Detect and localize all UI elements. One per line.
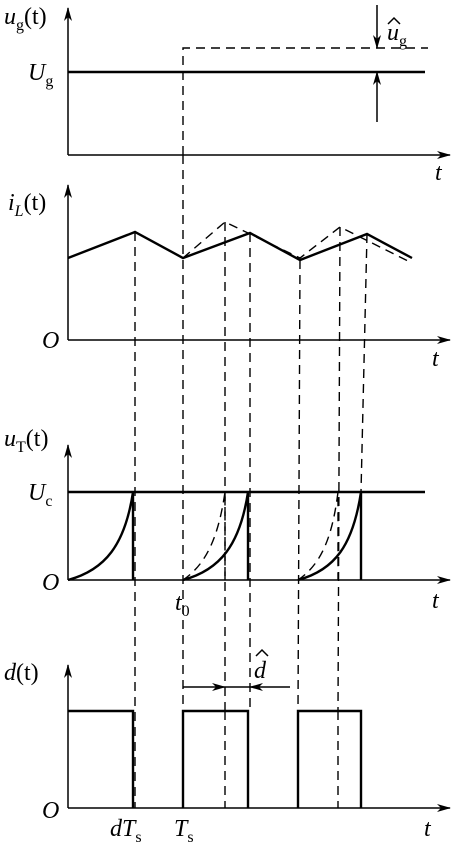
origin: O — [42, 570, 59, 596]
ramp-wave-perturbed — [182, 491, 339, 581]
text-part: g — [45, 73, 53, 90]
axis-label: t — [435, 160, 443, 186]
text-part: c — [45, 493, 52, 510]
hat — [387, 16, 401, 25]
text-part: u — [387, 20, 399, 46]
label: iL(t) — [8, 190, 46, 220]
label: ug(t) — [4, 4, 47, 34]
text-part: U — [28, 60, 47, 86]
text-part: T — [174, 816, 189, 842]
step-dashed — [182, 47, 428, 155]
text-part: g — [399, 33, 407, 50]
tick-label: Ts — [174, 816, 194, 845]
label: uT(t) — [4, 426, 48, 456]
text-part: t — [175, 590, 183, 616]
label: d(t) — [4, 660, 39, 686]
text-part: U — [28, 480, 47, 506]
text-part: s — [187, 829, 193, 845]
origin: O — [42, 328, 59, 354]
text-part: (t) — [24, 190, 47, 216]
panel-il: iL(t) O t — [8, 184, 451, 372]
panel-ug: ug(t) Ug ug t — [4, 4, 451, 186]
text-part: (t) — [24, 4, 47, 30]
text-part: (t) — [16, 660, 39, 686]
current-wave — [67, 230, 413, 262]
tick-label: dTs — [110, 816, 142, 845]
text-part: T — [16, 439, 26, 456]
pulse-wave-perturbed — [224, 711, 339, 808]
text-part: s — [135, 829, 141, 845]
tick-label: t0 — [175, 590, 190, 620]
panel-ut: uT(t) Uc O t0 t — [4, 426, 451, 620]
text-part: dT — [110, 816, 137, 842]
text-part: L — [14, 203, 24, 220]
axis-label: t — [424, 816, 432, 842]
delta-label: ug — [387, 20, 407, 50]
ramp-wave — [67, 491, 363, 582]
delta-label: d — [254, 658, 267, 684]
hat — [255, 648, 269, 657]
text-part: u — [4, 426, 16, 452]
pulse-wave — [68, 709, 363, 808]
level-label: Ug — [28, 60, 53, 90]
text-part: d — [4, 660, 17, 686]
origin: O — [42, 798, 59, 824]
text-part: u — [4, 4, 16, 30]
text-part: 0 — [182, 603, 190, 620]
axis-label: t — [432, 588, 440, 614]
panel-d: d(t) d O dTs Ts t — [4, 648, 451, 845]
text-part: g — [16, 17, 24, 34]
guide-lines — [134, 155, 368, 808]
text-part: i — [8, 190, 15, 216]
level-label: Uc — [28, 480, 52, 510]
current-wave-perturbed — [182, 221, 413, 264]
text-part: (t) — [26, 426, 49, 452]
axis-label: t — [432, 346, 440, 372]
